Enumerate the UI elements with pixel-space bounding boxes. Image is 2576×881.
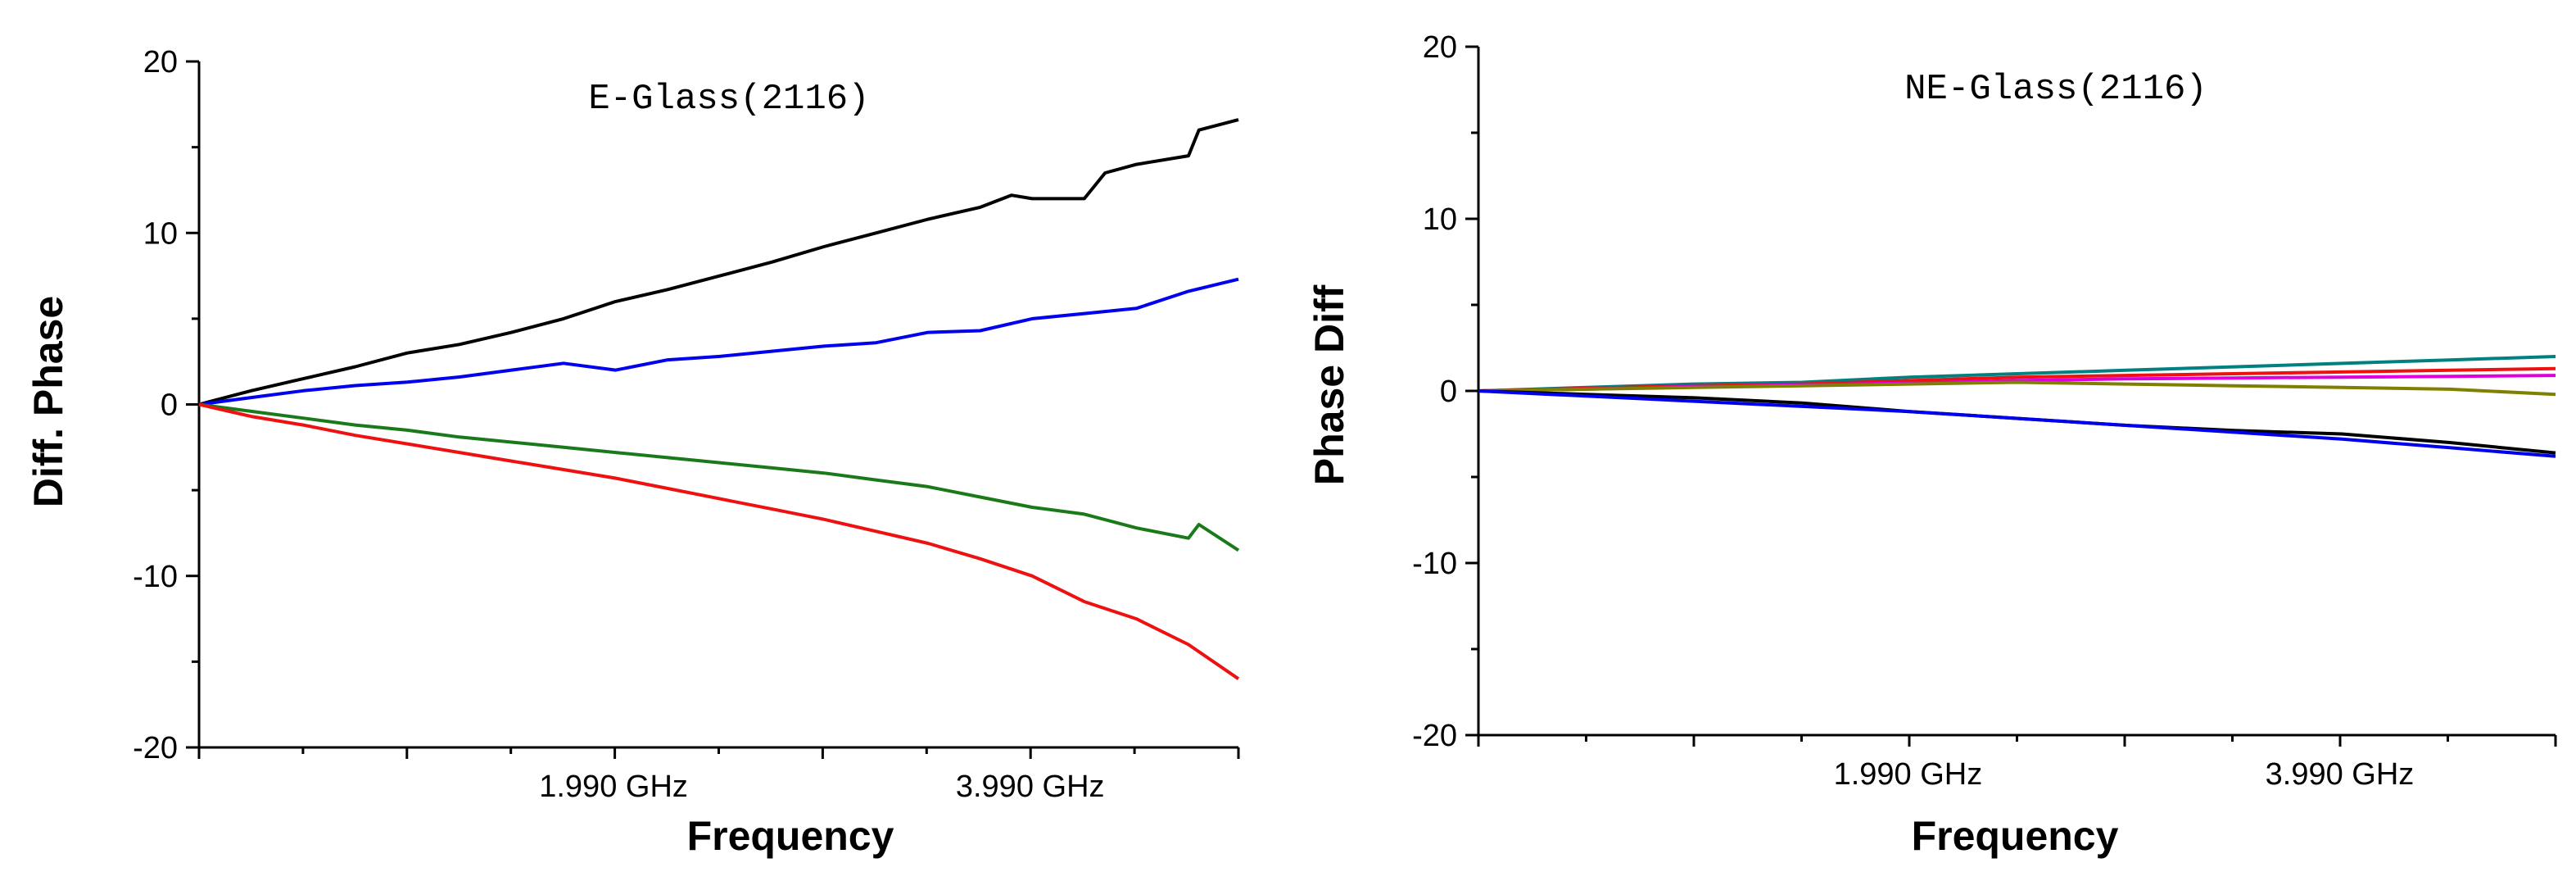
chart-e-glass: E-Glass(2116) Diff. Phase Frequency 20 10… xyxy=(25,45,1240,859)
axes xyxy=(186,60,1240,759)
series-line-green xyxy=(198,402,1240,552)
y-tick-labels: 20 10 0 -10 -20 xyxy=(133,45,178,765)
y-tick-label: 20 xyxy=(1423,30,1457,65)
series-line-red xyxy=(198,402,1240,680)
x-tick-labels: 1.990 GHz 3.990 GHz xyxy=(539,770,1104,804)
y-axis-title: Diff. Phase xyxy=(25,296,71,507)
x-tick-label: 1.990 GHz xyxy=(539,770,688,804)
series-group xyxy=(1478,355,2556,458)
y-tick-label: 0 xyxy=(161,388,178,423)
y-tick-label: -20 xyxy=(133,731,178,765)
x-tick-label: 3.990 GHz xyxy=(2266,757,2415,792)
axes xyxy=(1465,45,2557,747)
chart-ne-glass: NE-Glass(2116) Phase Diff Frequency 20 10… xyxy=(1306,30,2557,859)
x-tick-label: 1.990 GHz xyxy=(1834,757,1983,792)
series-line-black xyxy=(198,118,1239,406)
y-tick-label: 0 xyxy=(1440,375,1457,409)
x-tick-label: 3.990 GHz xyxy=(956,770,1105,804)
x-axis-title: Frequency xyxy=(687,813,894,859)
series-group xyxy=(198,118,1240,680)
y-tick-labels: 20 10 0 -10 -20 xyxy=(1412,30,1457,753)
series-line-olive xyxy=(1478,380,2556,397)
y-tick-label: -20 xyxy=(1412,719,1457,753)
x-tick-labels: 1.990 GHz 3.990 GHz xyxy=(1834,757,2415,792)
series-line-blue xyxy=(1478,389,2556,458)
y-tick-label: -10 xyxy=(133,560,178,594)
y-axis-title: Phase Diff xyxy=(1306,284,1352,485)
y-tick-label: -10 xyxy=(1412,547,1457,581)
x-axis-title: Frequency xyxy=(1912,813,2119,859)
chart-title: E-Glass(2116) xyxy=(588,79,869,120)
series-line-blue xyxy=(198,277,1239,406)
y-tick-label: 10 xyxy=(1423,202,1457,237)
y-tick-label: 20 xyxy=(143,45,178,79)
y-tick-label: 10 xyxy=(143,216,178,251)
chart-title: NE-Glass(2116) xyxy=(1904,69,2207,110)
